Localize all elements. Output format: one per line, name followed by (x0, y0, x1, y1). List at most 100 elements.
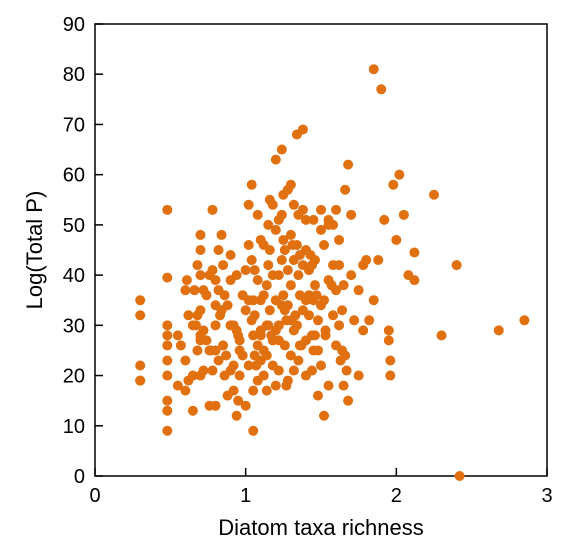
data-point (306, 365, 317, 376)
data-point (436, 330, 447, 341)
data-point (264, 305, 275, 316)
data-point (195, 270, 206, 281)
data-point (297, 204, 308, 215)
data-point (358, 325, 369, 336)
data-point (162, 370, 173, 381)
y-tick-label: 40 (63, 265, 85, 287)
x-tick-label: 1 (240, 485, 251, 507)
y-tick-label: 20 (63, 366, 85, 388)
data-point (228, 360, 239, 371)
data-point (213, 245, 224, 255)
data-point (282, 300, 293, 311)
data-point (276, 255, 287, 266)
data-point (252, 275, 263, 286)
data-point (255, 325, 266, 336)
data-point (221, 350, 232, 361)
data-point (368, 295, 379, 306)
data-point (180, 355, 191, 366)
data-point (270, 380, 281, 391)
data-point (175, 340, 186, 351)
data-point (451, 260, 462, 271)
data-point (135, 295, 146, 306)
data-point (282, 265, 293, 276)
data-point (276, 144, 287, 155)
data-point (201, 290, 212, 301)
data-point (264, 245, 275, 255)
data-point (248, 330, 259, 341)
data-point (323, 380, 334, 391)
data-point (180, 385, 191, 396)
x-tick-label: 2 (391, 485, 402, 507)
data-point (278, 234, 289, 245)
data-point (429, 189, 439, 200)
data-point (285, 179, 296, 190)
data-point (210, 275, 221, 286)
data-point (293, 270, 304, 281)
data-point (383, 325, 394, 336)
data-point (183, 310, 194, 321)
data-point (376, 84, 387, 95)
data-point (334, 260, 345, 271)
data-point (319, 239, 330, 250)
data-point (249, 265, 260, 276)
y-tick-label: 90 (63, 14, 85, 36)
y-tick-label: 50 (63, 215, 85, 237)
data-point (187, 405, 198, 416)
data-point (409, 247, 420, 258)
data-point (246, 179, 257, 190)
data-point (273, 270, 284, 281)
data-point (385, 355, 396, 366)
y-tick-label: 80 (63, 64, 85, 86)
data-point (281, 380, 292, 391)
data-point (263, 219, 274, 230)
data-point (383, 335, 394, 346)
data-point (258, 290, 269, 301)
data-point (267, 199, 278, 210)
data-point (162, 330, 173, 341)
data-point (394, 169, 405, 180)
data-point (273, 320, 284, 331)
data-point (346, 209, 357, 220)
data-point (263, 260, 274, 271)
data-point (231, 270, 242, 281)
data-point (135, 310, 146, 321)
data-point (285, 350, 296, 361)
data-point (341, 365, 352, 376)
data-point (162, 272, 173, 283)
data-point (198, 365, 209, 376)
data-point (454, 471, 465, 481)
data-point (219, 290, 230, 301)
data-point (300, 214, 311, 225)
data-point (349, 315, 360, 326)
data-point (261, 385, 272, 396)
data-point (312, 345, 323, 356)
data-point (251, 360, 262, 371)
data-point (270, 224, 281, 235)
data-point (287, 239, 298, 250)
data-point (233, 395, 244, 406)
data-point (213, 355, 224, 366)
data-point (343, 395, 354, 406)
data-point (198, 325, 209, 336)
data-point (312, 390, 323, 401)
data-point (353, 370, 364, 381)
data-point (172, 330, 183, 341)
data-point (252, 209, 263, 220)
data-point (379, 214, 390, 225)
data-point (207, 365, 218, 376)
data-point (162, 340, 173, 351)
data-point (243, 360, 254, 371)
data-point (319, 295, 330, 306)
data-point (187, 370, 198, 381)
data-point (385, 370, 396, 381)
data-point (135, 375, 146, 386)
data-point (320, 330, 331, 341)
data-point (192, 345, 203, 356)
data-point (338, 280, 349, 291)
x-tick-label: 3 (541, 485, 552, 507)
data-point (258, 370, 269, 381)
data-point (261, 280, 272, 291)
data-point (195, 229, 206, 240)
